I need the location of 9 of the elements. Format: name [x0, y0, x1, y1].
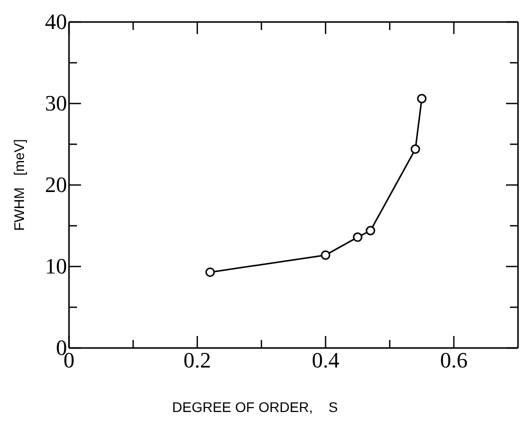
y-tick-label: 20	[45, 172, 67, 198]
y-tick-label: 30	[45, 90, 67, 116]
y-tick-label: 10	[45, 254, 67, 279]
x-tick-label: 0.2	[184, 348, 212, 373]
x-axis-title: DEGREE OF ORDER, S	[172, 399, 338, 415]
y-axis-title: FWHM [meV]	[11, 139, 27, 231]
y-tick-label: 40	[45, 9, 67, 34]
x-tick-label: 0.4	[312, 348, 340, 373]
x-tick-label: 0.6	[440, 348, 468, 373]
